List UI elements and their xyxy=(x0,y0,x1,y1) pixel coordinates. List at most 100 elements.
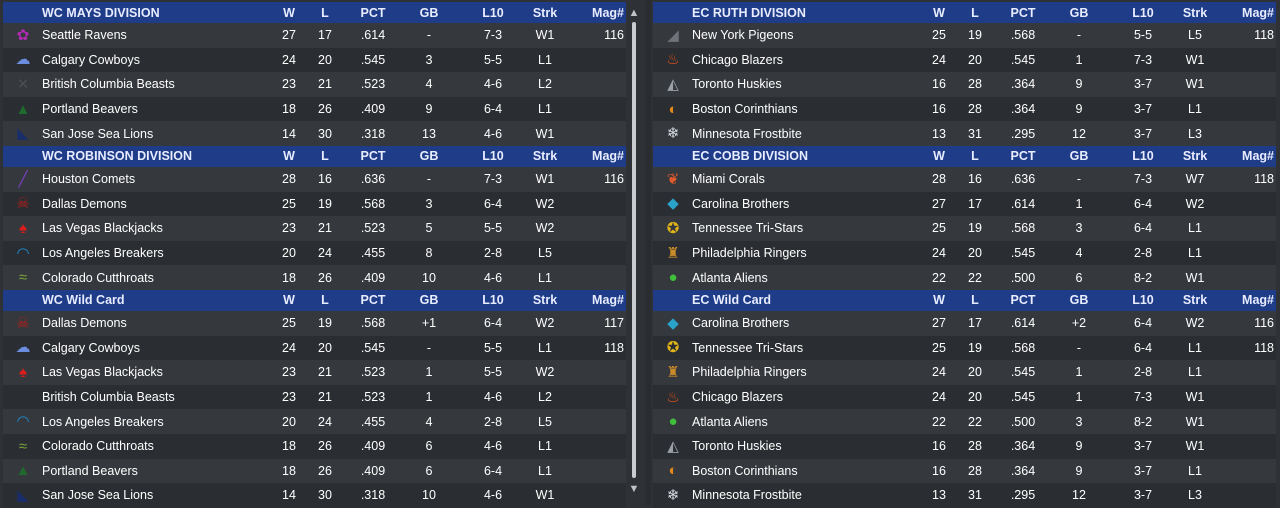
standings-row[interactable]: ♠ Las Vegas Blackjacks 23 21 .523 5 5-5 W2 xyxy=(3,216,626,241)
column-header-gb[interactable]: GB xyxy=(1069,5,1089,20)
standings-row[interactable]: ≈ Colorado Cutthroats 18 26 .409 6 4-6 L1 xyxy=(3,433,626,459)
team-name[interactable]: Boston Corinthians xyxy=(692,463,798,478)
team-name[interactable]: British Columbia Beasts xyxy=(42,390,175,405)
column-header-strk[interactable]: Strk xyxy=(1182,293,1208,308)
column-header-l[interactable]: L xyxy=(321,149,329,164)
scroll-track[interactable] xyxy=(632,22,636,478)
standings-row[interactable]: ♜ Philadelphia Ringers 24 20 .545 1 2-8 L1 xyxy=(653,360,1276,385)
column-header-gb[interactable]: GB xyxy=(1069,149,1089,164)
team-name[interactable]: British Columbia Beasts xyxy=(42,77,175,92)
column-header-strk[interactable]: Strk xyxy=(1182,5,1208,20)
standings-row[interactable]: ◆ Carolina Brothers 27 17 .614 +2 6-4 W2 116 xyxy=(653,310,1276,336)
scroll-up-arrow-icon[interactable]: ▲ xyxy=(628,7,640,19)
column-header-pct[interactable]: PCT xyxy=(360,149,386,164)
standings-row[interactable]: ♨ Chicago Blazers 24 20 .545 1 7-3 W1 xyxy=(653,47,1276,73)
standings-row[interactable]: ☁ Calgary Cowboys 24 20 .545 - 5-5 L1 118 xyxy=(3,335,626,361)
column-header-l[interactable]: L xyxy=(971,149,979,164)
column-header-mag[interactable]: Mag# xyxy=(1242,5,1274,20)
standings-row[interactable]: ✪ Tennessee Tri-Stars 25 19 .568 3 6-4 L1 xyxy=(653,216,1276,241)
standings-row[interactable]: ☠ Dallas Demons 25 19 .568 +1 6-4 W2 117 xyxy=(3,310,626,336)
column-header-strk[interactable]: Strk xyxy=(532,5,558,20)
standings-row[interactable]: ❄ Minnesota Frostbite 13 31 .295 12 3-7 L3 xyxy=(653,121,1276,146)
column-header-pct[interactable]: PCT xyxy=(1010,149,1036,164)
team-name[interactable]: Miami Corals xyxy=(692,172,765,187)
team-name[interactable]: Calgary Cowboys xyxy=(42,52,140,67)
column-header-w[interactable]: W xyxy=(933,5,945,20)
team-name[interactable]: Tennessee Tri-Stars xyxy=(692,340,804,355)
column-header-l[interactable]: L xyxy=(321,293,329,308)
column-header-pct[interactable]: PCT xyxy=(360,293,386,308)
column-header-w[interactable]: W xyxy=(933,149,945,164)
standings-row[interactable]: ◣ San Jose Sea Lions 14 30 .318 10 4-6 W1 xyxy=(3,483,626,508)
standings-row[interactable]: ╱ Houston Comets 28 16 .636 - 7-3 W1 116 xyxy=(3,166,626,192)
column-header-gb[interactable]: GB xyxy=(419,149,439,164)
column-header-mag[interactable]: Mag# xyxy=(592,293,624,308)
column-header-mag[interactable]: Mag# xyxy=(1242,149,1274,164)
team-name[interactable]: Atlanta Aliens xyxy=(692,270,768,285)
team-name[interactable]: Los Angeles Breakers xyxy=(42,414,164,429)
column-header-l10[interactable]: L10 xyxy=(1132,5,1154,20)
team-name[interactable]: Carolina Brothers xyxy=(692,316,790,331)
column-header-strk[interactable]: Strk xyxy=(532,149,558,164)
standings-row[interactable]: ♠ Las Vegas Blackjacks 23 21 .523 1 5-5 W2 xyxy=(3,360,626,385)
team-name[interactable]: Los Angeles Breakers xyxy=(42,246,164,261)
column-header-l10[interactable]: L10 xyxy=(482,293,504,308)
team-name[interactable]: San Jose Sea Lions xyxy=(42,126,154,141)
team-name[interactable]: Las Vegas Blackjacks xyxy=(42,221,163,236)
team-name[interactable]: Toronto Huskies xyxy=(692,77,782,92)
standings-row[interactable]: ✕ British Columbia Beasts 23 21 .523 4 4-6 L2 xyxy=(3,72,626,97)
column-header-w[interactable]: W xyxy=(933,293,945,308)
standings-row[interactable]: ✿ Seattle Ravens 27 17 .614 - 7-3 W1 116 xyxy=(3,23,626,48)
standings-row[interactable]: ♨ Chicago Blazers 24 20 .545 1 7-3 W1 xyxy=(653,384,1276,410)
standings-row[interactable]: ◆ Carolina Brothers 27 17 .614 1 6-4 W2 xyxy=(653,191,1276,217)
team-name[interactable]: Calgary Cowboys xyxy=(42,340,140,355)
standings-row[interactable]: ● Atlanta Aliens 22 22 .500 6 8-2 W1 xyxy=(653,265,1276,290)
team-name[interactable]: San Jose Sea Lions xyxy=(42,488,154,503)
standings-row[interactable]: ❄ Minnesota Frostbite 13 31 .295 12 3-7 L3 xyxy=(653,483,1276,508)
team-name[interactable]: Philadelphia Ringers xyxy=(692,246,807,261)
column-header-l10[interactable]: L10 xyxy=(1132,293,1154,308)
column-header-l[interactable]: L xyxy=(321,5,329,20)
team-name[interactable]: Minnesota Frostbite xyxy=(692,488,802,503)
team-name[interactable]: Carolina Brothers xyxy=(692,196,790,211)
column-header-w[interactable]: W xyxy=(283,149,295,164)
column-header-gb[interactable]: GB xyxy=(419,5,439,20)
team-name[interactable]: Toronto Huskies xyxy=(692,439,782,454)
column-header-l[interactable]: L xyxy=(971,293,979,308)
team-name[interactable]: Dallas Demons xyxy=(42,196,127,211)
team-name[interactable]: Atlanta Aliens xyxy=(692,414,768,429)
team-name[interactable]: Boston Corinthians xyxy=(692,102,798,117)
scroll-thumb[interactable] xyxy=(632,22,636,478)
column-header-w[interactable]: W xyxy=(283,293,295,308)
standings-row[interactable]: ◢ New York Pigeons 25 19 .568 - 5-5 L5 118 xyxy=(653,23,1276,48)
column-header-l10[interactable]: L10 xyxy=(482,5,504,20)
standings-scrollbar[interactable]: ▲ ▼ xyxy=(627,6,641,496)
team-name[interactable]: Colorado Cutthroats xyxy=(42,439,154,454)
team-name[interactable]: Portland Beavers xyxy=(42,463,138,478)
team-name[interactable]: Minnesota Frostbite xyxy=(692,126,802,141)
standings-row[interactable]: ◐ Boston Corinthians 16 28 .364 9 3-7 L1 xyxy=(653,96,1276,122)
team-name[interactable]: New York Pigeons xyxy=(692,28,794,43)
column-header-gb[interactable]: GB xyxy=(1069,293,1089,308)
column-header-w[interactable]: W xyxy=(283,5,295,20)
team-name[interactable]: Portland Beavers xyxy=(42,102,138,117)
column-header-l10[interactable]: L10 xyxy=(1132,149,1154,164)
column-header-pct[interactable]: PCT xyxy=(1010,5,1036,20)
standings-row[interactable]: ◭ Toronto Huskies 16 28 .364 9 3-7 W1 xyxy=(653,72,1276,97)
standings-row[interactable]: ▲ Portland Beavers 18 26 .409 9 6-4 L1 xyxy=(3,96,626,122)
standings-row[interactable]: ☁ Calgary Cowboys 24 20 .545 3 5-5 L1 xyxy=(3,47,626,73)
column-header-strk[interactable]: Strk xyxy=(532,293,558,308)
standings-row[interactable]: ◭ Toronto Huskies 16 28 .364 9 3-7 W1 xyxy=(653,433,1276,459)
column-header-mag[interactable]: Mag# xyxy=(592,149,624,164)
team-name[interactable]: Seattle Ravens xyxy=(42,28,127,43)
team-name[interactable]: Tennessee Tri-Stars xyxy=(692,221,804,236)
standings-row[interactable]: ◐ Boston Corinthians 16 28 .364 9 3-7 L1 xyxy=(653,458,1276,484)
column-header-pct[interactable]: PCT xyxy=(1010,293,1036,308)
team-name[interactable]: Houston Comets xyxy=(42,172,136,187)
column-header-l[interactable]: L xyxy=(971,5,979,20)
column-header-mag[interactable]: Mag# xyxy=(1242,293,1274,308)
standings-row[interactable]: ❦ Miami Corals 28 16 .636 - 7-3 W7 118 xyxy=(653,166,1276,192)
standings-row[interactable]: ≈ Colorado Cutthroats 18 26 .409 10 4-6 L1 xyxy=(3,265,626,290)
standings-row[interactable]: ☠ Dallas Demons 25 19 .568 3 6-4 W2 xyxy=(3,191,626,217)
standings-row[interactable]: ♜ Philadelphia Ringers 24 20 .545 4 2-8 L1 xyxy=(653,240,1276,266)
